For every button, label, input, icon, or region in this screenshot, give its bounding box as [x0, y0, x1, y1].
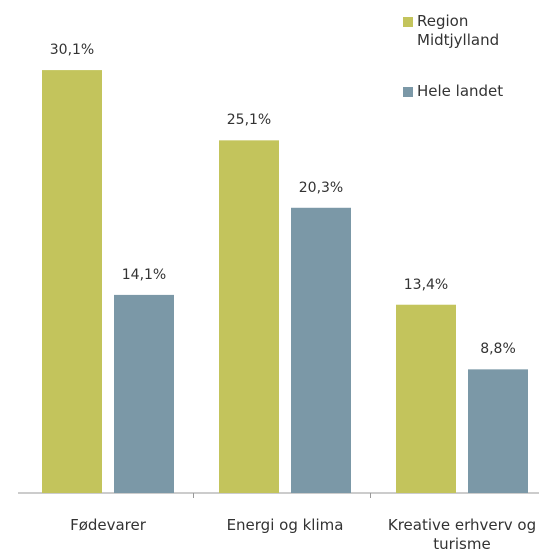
bar	[219, 140, 279, 493]
bar	[114, 294, 174, 493]
legend-swatch	[403, 87, 413, 97]
data-label: 30,1%	[49, 42, 95, 59]
x-tick-label: Energi og klima	[226, 516, 344, 534]
bar	[468, 369, 528, 493]
bar	[396, 304, 456, 493]
data-label: 14,1%	[121, 266, 167, 283]
x-tick-label: Fødevarer	[70, 516, 146, 534]
legend-label: Region Midtjylland	[417, 12, 500, 49]
x-tick-label: Kreative erhverv og turisme	[387, 516, 537, 553]
legend-swatch	[403, 17, 413, 27]
data-label: 8,8%	[480, 341, 516, 358]
bar	[42, 70, 102, 493]
legend-label: Hele landet	[417, 82, 504, 100]
data-label: 13,4%	[403, 276, 449, 293]
data-label: 20,3%	[298, 179, 344, 196]
bar	[291, 207, 351, 493]
data-label: 25,1%	[226, 112, 272, 129]
